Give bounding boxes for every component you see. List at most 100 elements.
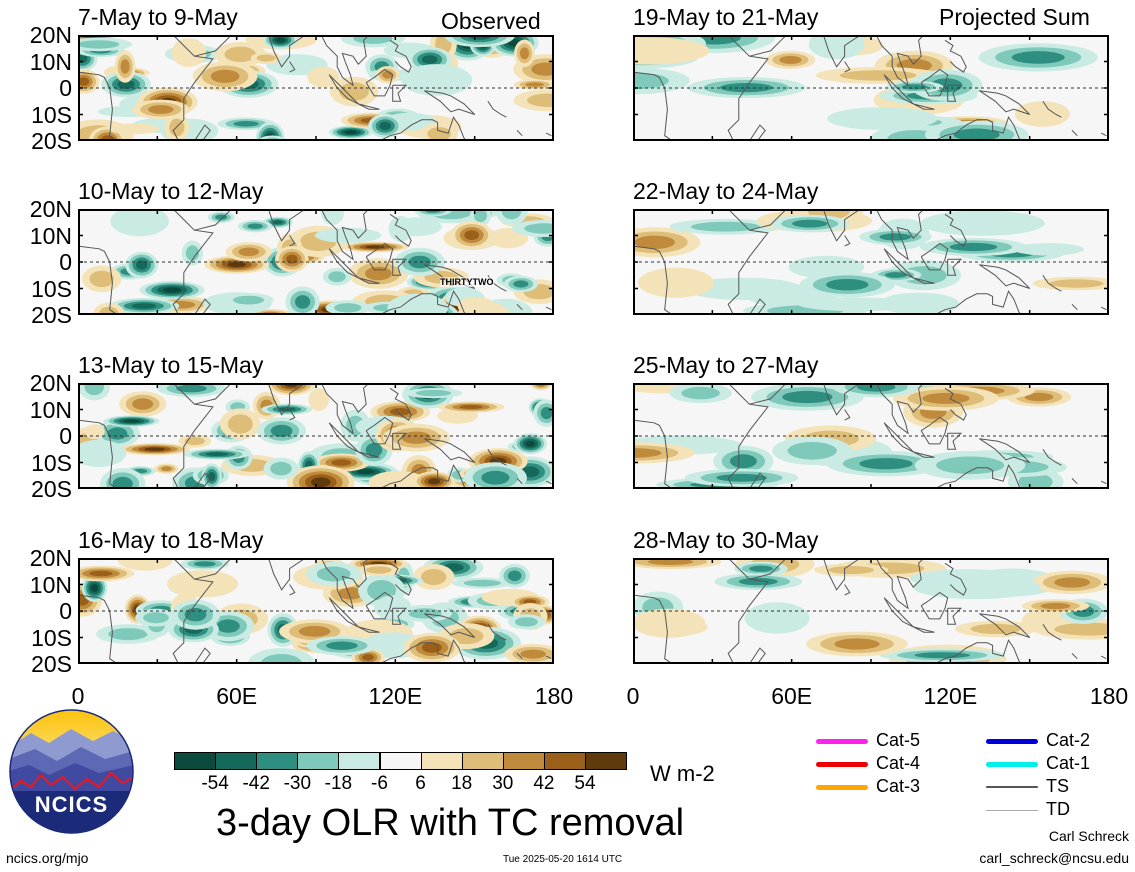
positive-olr-contour (144, 447, 165, 451)
map-canvas (633, 383, 1109, 489)
colorbar-tick-label: -30 (283, 773, 312, 794)
negative-olr-contour (744, 602, 810, 634)
negative-olr-contour (260, 654, 302, 664)
coastline (1071, 130, 1078, 137)
coastline (193, 298, 211, 315)
negative-olr-contour (716, 473, 767, 482)
main-title: 3-day OLR with TC removal (216, 802, 685, 844)
positive-olr-contour (1054, 622, 1109, 636)
negative-olr-contour (247, 223, 263, 229)
x-tick-label: 0 (626, 683, 640, 709)
tc-legend-line (986, 810, 1038, 811)
coastline (289, 61, 296, 73)
positive-olr-contour (427, 127, 451, 141)
footer-email: carl_schreck@ncsu.edu (979, 850, 1129, 866)
coastline (979, 613, 1031, 638)
negative-olr-contour (884, 272, 908, 278)
coastline (320, 35, 370, 87)
negative-olr-contour (1011, 51, 1065, 64)
positive-olr-contour (368, 470, 428, 489)
positive-olr-contour (108, 123, 160, 135)
coastline (749, 209, 787, 231)
coastline (487, 101, 507, 118)
positive-olr-contour (227, 414, 253, 434)
coastline (1071, 478, 1078, 485)
positive-olr-contour (519, 47, 530, 60)
coastline (424, 438, 476, 463)
panel-title-3: 13-May to 15-May (78, 352, 264, 378)
negative-olr-contour (275, 37, 286, 43)
positive-olr-contour (339, 82, 369, 101)
negative-olr-contour (185, 245, 199, 261)
colorbar-tick-label: 42 (533, 773, 555, 794)
olr-map-panel-8 (633, 558, 1109, 664)
colorbar-swatch (338, 752, 381, 770)
tc-legend-label: Cat-3 (876, 776, 921, 796)
coastline (545, 655, 552, 660)
y-tick-label: 20S (31, 651, 72, 677)
olr-anomaly-field (633, 383, 1072, 489)
x-tick-label: 60E (216, 683, 258, 709)
olr-anomaly-field (633, 209, 1109, 315)
negative-olr-contour (730, 454, 757, 469)
coastline (365, 68, 394, 97)
olr-map-panel-7 (633, 383, 1109, 489)
coastline (920, 68, 949, 97)
map-canvas (78, 35, 554, 141)
positive-olr-contour (633, 448, 662, 458)
coastline (875, 209, 925, 261)
negative-olr-contour (749, 565, 773, 572)
coastline (944, 213, 967, 247)
y-tick-label: 0 (59, 423, 72, 449)
coastline (358, 451, 380, 458)
panel-title-5: 19-May to 21-May (633, 4, 819, 30)
negative-olr-contour (525, 440, 536, 447)
colorbar-tick-label: -18 (324, 773, 353, 794)
olr-anomaly-field (633, 558, 1109, 664)
negative-olr-contour (136, 260, 148, 270)
coastline (807, 209, 861, 242)
colorbar-swatch (502, 752, 545, 770)
panel-title-1: 7-May to 9-May (78, 4, 238, 30)
negative-olr-contour (515, 617, 538, 627)
map-frame (78, 558, 554, 664)
coastline (944, 39, 967, 73)
y-tick-label: 10S (31, 449, 72, 476)
positive-olr-contour (779, 55, 802, 64)
positive-olr-contour (970, 623, 1021, 634)
coastline (194, 35, 232, 57)
colorbar-swatch (297, 752, 340, 770)
coastline (979, 90, 1031, 115)
negative-olr-contour (388, 216, 413, 242)
positive-olr-contour (401, 431, 432, 444)
map-frame (633, 383, 1109, 489)
map-frame (78, 35, 554, 141)
negative-olr-contour (344, 130, 358, 135)
x-tick-label: 0 (71, 683, 85, 709)
coastline (844, 409, 851, 421)
negative-olr-contour (826, 279, 869, 291)
coastline (947, 84, 963, 102)
negative-olr-contour (123, 419, 140, 423)
x-tick-label: 120E (923, 683, 978, 709)
positive-olr-contour (171, 38, 207, 67)
negative-olr-contour (920, 210, 1045, 236)
tc-legend-label: Cat-4 (876, 753, 921, 773)
map-canvas (78, 383, 554, 489)
positive-olr-contour (117, 558, 173, 571)
negative-olr-contour (481, 470, 510, 485)
negative-olr-contour (78, 439, 127, 467)
coastline (947, 607, 963, 625)
negative-olr-contour (328, 271, 346, 283)
coastline (844, 235, 851, 247)
coastline (875, 558, 925, 610)
coastline (1071, 304, 1078, 311)
map-frame (633, 35, 1109, 141)
negative-olr-contour (782, 390, 833, 404)
tc-legend-line (816, 739, 868, 744)
y-tick-label: 0 (59, 598, 72, 624)
coastline (749, 35, 787, 57)
tc-annotation-label: THIRTYTWO (440, 277, 494, 287)
negative-olr-contour (949, 242, 998, 252)
colorbar-swatch (256, 752, 299, 770)
